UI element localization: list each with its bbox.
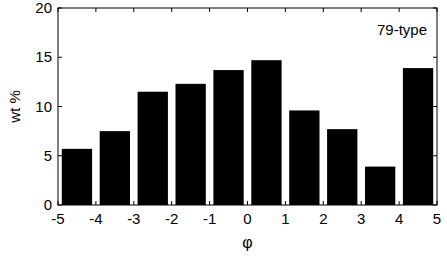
x-tick (95, 201, 96, 205)
histogram-bar (138, 92, 168, 205)
chart: -5 -4 -3 -2 -1 0 1 2 3 4 5 0 5 10 15 20 φ wt % 79-type (0, 0, 447, 260)
y-tick (58, 155, 62, 156)
x-tick-label: -5 (51, 210, 64, 227)
y-tick-label: 0 (44, 196, 52, 213)
histogram-bar (62, 149, 92, 205)
x-tick (247, 8, 248, 12)
x-tick (133, 201, 134, 205)
y-tick (58, 205, 62, 206)
y-tick (433, 57, 437, 58)
y-tick (58, 106, 62, 107)
y-tick (433, 106, 437, 107)
y-tick-label: 5 (44, 147, 52, 164)
y-tick (433, 205, 437, 206)
x-tick-label: 2 (319, 210, 327, 227)
x-tick-label: 5 (433, 210, 441, 227)
y-tick (433, 155, 437, 156)
histogram-bar (213, 70, 243, 205)
x-tick (209, 201, 210, 205)
y-tick-label: 15 (35, 48, 52, 65)
histogram-bar (403, 68, 433, 205)
x-tick-label: 4 (395, 210, 403, 227)
x-tick-label: 3 (357, 210, 365, 227)
x-tick (399, 8, 400, 12)
x-tick (285, 201, 286, 205)
x-tick-label: 1 (281, 210, 289, 227)
y-tick-label: 20 (35, 0, 52, 16)
x-tick (323, 8, 324, 12)
title: 79-type (377, 21, 427, 38)
histogram-bar (327, 129, 357, 205)
histogram-bar (289, 110, 319, 205)
x-tick-label: -3 (127, 210, 140, 227)
histogram-bar (100, 131, 130, 205)
x-tick-label: -1 (203, 210, 216, 227)
x-tick (285, 8, 286, 12)
histogram-bar (365, 167, 395, 205)
x-tick (95, 8, 96, 12)
x-tick (437, 8, 438, 12)
x-tick (361, 201, 362, 205)
x-tick (133, 8, 134, 12)
y-tick (433, 8, 437, 9)
plot-frame (58, 8, 437, 205)
x-tick (399, 201, 400, 205)
y-tick (58, 57, 62, 58)
x-tick (247, 201, 248, 205)
x-tick (209, 8, 210, 12)
x-tick (171, 8, 172, 12)
x-tick-label: 0 (243, 210, 251, 227)
bars (62, 60, 433, 205)
histogram-bar (175, 84, 205, 205)
x-tick (58, 8, 59, 12)
histogram-bar (251, 60, 281, 205)
x-tick (323, 201, 324, 205)
y-tick-label: 10 (35, 98, 52, 115)
x-tick (58, 201, 59, 205)
x-tick-label: -2 (165, 210, 178, 227)
x-axis-label: φ (242, 234, 252, 251)
x-tick (361, 8, 362, 12)
x-tick-label: -4 (89, 210, 102, 227)
y-axis-label: wt % (6, 90, 23, 124)
x-tick (171, 201, 172, 205)
y-tick (58, 8, 62, 9)
x-tick (437, 201, 438, 205)
